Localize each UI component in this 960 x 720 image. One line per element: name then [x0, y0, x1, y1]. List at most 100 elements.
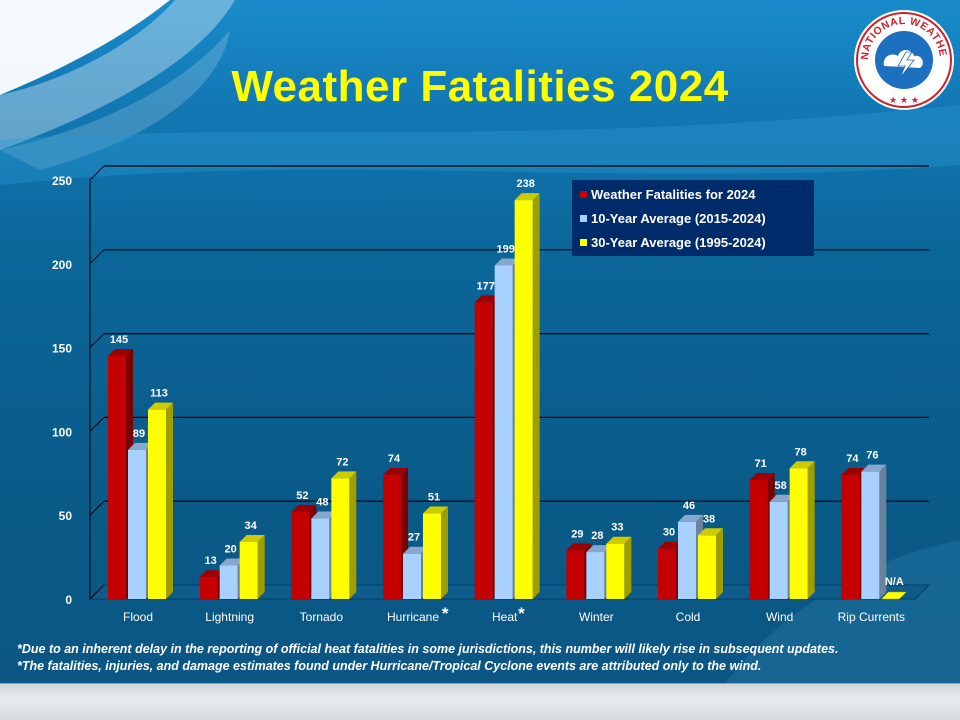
- page-title: Weather Fatalities 2024: [231, 62, 729, 111]
- bar: [423, 513, 441, 599]
- x-tick-label: Wind: [766, 610, 793, 624]
- chart-legend: Weather Fatalities for 2024 10-Year Aver…: [572, 180, 814, 256]
- footnote-heat: *Due to an inherent delay in the reporti…: [17, 642, 839, 656]
- bar: [311, 518, 330, 599]
- bar: [658, 548, 676, 599]
- bar-side: [879, 464, 887, 599]
- bar-top: [311, 511, 337, 519]
- x-tick-label: Winter: [579, 610, 614, 624]
- bar-top: [423, 506, 448, 514]
- data-label: 34: [245, 520, 258, 532]
- bar: [841, 474, 860, 599]
- cloud-wisp: [0, 30, 230, 170]
- data-label: 29: [571, 528, 583, 540]
- data-label: N/A: [885, 576, 904, 588]
- bar: [678, 521, 696, 599]
- gridline-depth: [89, 417, 105, 432]
- nws-logo: NATIONAL WEATHER SERVICE ★ ★ ★: [852, 8, 954, 110]
- bar: [494, 265, 513, 599]
- cloud-swirl-soft: [0, 0, 235, 150]
- bar-top: [586, 545, 612, 553]
- data-label: 27: [408, 532, 420, 544]
- bar: [199, 577, 218, 599]
- logo-lightning: [897, 51, 915, 79]
- legend-swatch-10-year: [580, 214, 587, 222]
- x-tick-label: Lightning: [205, 610, 254, 624]
- data-label: 51: [428, 492, 440, 504]
- bar-top: [403, 546, 428, 554]
- bar: [331, 478, 350, 599]
- bar-top: [658, 541, 683, 549]
- bar-top: [128, 442, 153, 450]
- bar-top: [769, 494, 795, 502]
- bar-top: [514, 193, 540, 201]
- bar-top: [861, 464, 887, 472]
- data-label: 78: [795, 446, 807, 458]
- gridline-depth: [89, 249, 105, 265]
- data-label: 145: [110, 334, 128, 346]
- bar-side: [807, 461, 815, 599]
- bar: [239, 542, 258, 599]
- bar: [606, 543, 625, 599]
- bar-side: [349, 471, 357, 599]
- wave-band: [0, 105, 960, 185]
- bar: [219, 565, 238, 599]
- bar-top: [148, 402, 173, 410]
- bar-top: [383, 467, 408, 475]
- x-tick-marker: *: [442, 604, 449, 623]
- x-tick-label: Heat: [492, 610, 518, 624]
- legend-item-fatalities: Weather Fatalities for 2024: [574, 182, 814, 206]
- bar-top: [219, 558, 245, 566]
- data-label: 113: [150, 388, 168, 400]
- data-label: 20: [225, 543, 237, 555]
- bar: [474, 302, 493, 599]
- x-tick-marker: *: [518, 604, 525, 623]
- bar-top: [239, 535, 265, 543]
- legend-item-10-year: 10-Year Average (2015-2024): [574, 206, 814, 230]
- data-label: 74: [388, 453, 401, 465]
- y-tick-label: 200: [52, 258, 72, 272]
- data-label: 46: [683, 500, 695, 512]
- bar: [789, 468, 808, 599]
- bar-chart: 0 50 100 150 200 250 145 89 113 Flood 13 20 34 Lightn…: [52, 165, 931, 624]
- y-tick-label: 100: [52, 425, 72, 439]
- bar: [403, 553, 421, 599]
- bar-top: [606, 536, 632, 544]
- bar: [514, 200, 533, 599]
- bar: [148, 409, 166, 599]
- footnote-hurricane: *The fatalities, injuries, and damage es…: [17, 659, 762, 673]
- footer-band: [0, 684, 960, 720]
- bar-side: [166, 402, 173, 599]
- gridline-depth: [89, 165, 105, 181]
- bar-top: [678, 514, 703, 522]
- y-tick-label: 0: [65, 593, 72, 607]
- legend-label: 30-Year Average (1995-2024): [591, 234, 766, 250]
- bar: [586, 552, 605, 599]
- bar: [108, 355, 126, 599]
- bar-side: [624, 536, 632, 599]
- bar-top: [749, 473, 775, 481]
- svg-text:★ ★ ★: ★ ★ ★: [889, 96, 919, 106]
- bar-top: [566, 543, 592, 551]
- x-tick-label: Hurricane: [387, 610, 439, 624]
- data-label: 38: [703, 513, 715, 525]
- bar-top: [108, 348, 133, 356]
- data-label: 52: [296, 490, 308, 502]
- data-label: 71: [755, 458, 767, 470]
- bar: [861, 471, 880, 599]
- gridline-depth: [89, 500, 105, 516]
- data-label: 28: [591, 530, 603, 542]
- data-label: 13: [205, 555, 217, 567]
- data-label: 177: [476, 280, 494, 292]
- data-label: 30: [663, 527, 675, 539]
- legend-swatch-30-year: [580, 238, 587, 246]
- legend-label: Weather Fatalities for 2024: [591, 186, 756, 202]
- bar-top: [199, 570, 225, 578]
- data-label: 76: [866, 450, 878, 462]
- gridline-depth: [89, 333, 105, 348]
- x-tick-label: Cold: [676, 610, 701, 624]
- data-label: 238: [516, 178, 534, 190]
- cloud-swirl: [0, 0, 170, 95]
- bar-side: [257, 535, 265, 599]
